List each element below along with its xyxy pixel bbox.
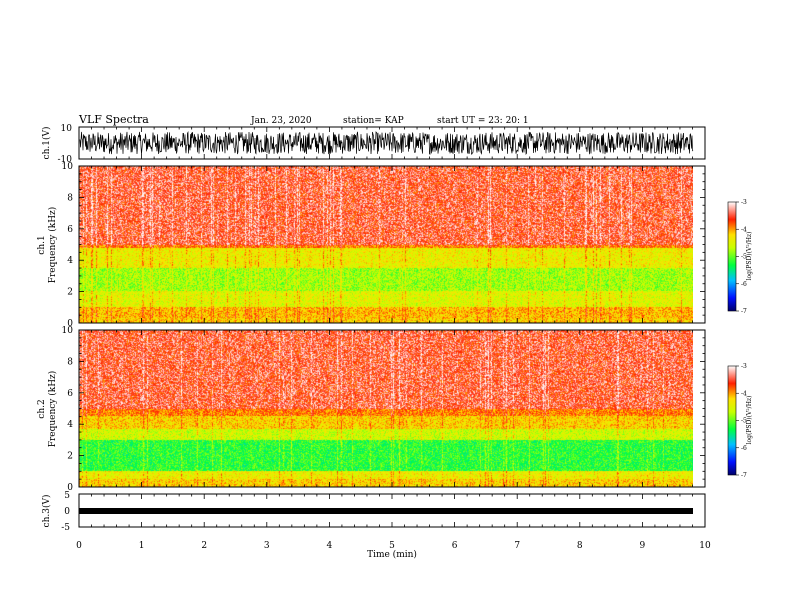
colorbar-tick-label: -5: [741, 418, 747, 425]
ch2-spectrogram-xticks: [78, 330, 706, 487]
colorbar-tick-label: -5: [741, 254, 747, 261]
x-tick-label: 5: [389, 541, 395, 551]
y-tick-label: 8: [67, 193, 73, 203]
ch1-waveform-xticks: [78, 127, 706, 159]
ch2-spectrogram-image: [79, 330, 693, 487]
station-label: station= KAP: [343, 116, 404, 126]
colorbar-tick-label: -6: [741, 445, 747, 452]
ch2-spectrogram-ylabel: Frequency (kHz): [47, 371, 58, 448]
date-label: Jan. 23, 2020: [250, 116, 312, 126]
y-tick-label: 2: [67, 288, 73, 298]
figure-title: VLF Spectra: [78, 113, 149, 126]
ch2-colorbar-gradient: [728, 366, 736, 475]
ch1-ytick-top: 10: [61, 124, 73, 134]
x-tick-label: 9: [640, 541, 646, 551]
ch1-spectrogram-image-wrap: [79, 166, 693, 323]
ch1-spectrogram-ylabel: Frequency (kHz): [47, 207, 58, 284]
ch2-colorbar-label: log(PSD)(V²/Hz): [746, 396, 753, 445]
y-tick-label: 6: [67, 389, 73, 399]
ch2-spectrogram-panel: 0 2 4 6 8 10 ch.2 Frequency (kHz) -3 -4 -5 -6 -7 …: [37, 326, 753, 493]
ch1-waveform-trace: [79, 131, 694, 155]
ch2-colorbar: -3 -4 -5 -6 -7 log(PSD)(V²/Hz): [727, 363, 753, 479]
ch1-colorbar-ticks: -3 -4 -5 -6 -7: [736, 199, 747, 315]
ch1-colorbar-label: log(PSD)(V²/Hz): [746, 232, 753, 281]
start-time-label: start UT = 23: 20: 1: [437, 116, 529, 126]
colorbar-tick-label: -6: [741, 281, 747, 288]
ch3-waveform-panel: 5 0 -5 ch.3(V) 0 1 2 3 4 5 6 7 8 9 10 Time (min): [41, 491, 711, 560]
y-tick-label: 8: [67, 357, 73, 367]
y-tick-label: 10: [62, 326, 74, 336]
ch1-waveform-panel: 10 -10 ch.1(V): [41, 124, 706, 165]
y-tick-label: 4: [67, 420, 73, 430]
ch3-waveform-xticks: [78, 494, 706, 527]
y-tick-label: 6: [67, 225, 73, 235]
time-axis-tick-labels: 0 1 2 3 4 5 6 7 8 9 10: [76, 541, 711, 551]
ch3-waveform-trace: [79, 508, 693, 514]
x-tick-label: 1: [139, 541, 145, 551]
colorbar-tick-label: -3: [741, 363, 747, 370]
ch1-spectrogram-yticks: 0 2 4 6 8 10: [62, 162, 705, 329]
colorbar-tick-label: -7: [741, 472, 747, 479]
y-tick-label: 4: [67, 256, 73, 266]
ch3-waveform-ylabel: ch.3(V): [41, 495, 52, 528]
x-tick-label: 0: [76, 541, 82, 551]
ch1-waveform-ylabel: ch.1(V): [41, 127, 52, 160]
x-tick-label: 2: [201, 541, 207, 551]
ch2-colorbar-ticks: -3 -4 -5 -6 -7: [736, 363, 747, 479]
ch3-ytick-top: 5: [64, 491, 70, 501]
ch1-ytick-bottom: -10: [58, 155, 73, 165]
ch2-spectrogram-image-wrap: [79, 330, 693, 487]
x-tick-label: 4: [327, 541, 333, 551]
ch1-waveform-line: [79, 131, 694, 155]
ch1-spectrogram-panel: 0 2 4 6 8 10 ch.1 Frequency (kHz) -3 -4 -5 -6 -7 …: [37, 162, 753, 329]
ch1-spectrogram-image: [79, 166, 693, 323]
ch1-colorbar: -3 -4 -5 -6 -7 log(PSD)(V²/Hz): [727, 199, 753, 315]
colorbar-tick-label: -3: [741, 199, 747, 206]
x-tick-label: 10: [699, 541, 711, 551]
colorbar-tick-label: -7: [741, 308, 747, 315]
colorbar-tick-label: -4: [741, 390, 747, 397]
y-tick-label: 10: [62, 162, 74, 172]
ch2-spectrogram-ylabel-channel: ch.2: [37, 399, 47, 418]
y-tick-label: 0: [67, 319, 73, 329]
y-tick-label: 2: [67, 452, 73, 462]
y-tick-label: 0: [67, 483, 73, 493]
colorbar-tick-label: -4: [741, 226, 747, 233]
ch3-ytick-mid: 0: [64, 507, 70, 517]
ch1-spectrogram-xticks: [78, 166, 706, 323]
x-tick-label: 8: [577, 541, 583, 551]
ch1-spectrogram-ylabel-channel: ch.1: [37, 235, 47, 254]
x-tick-label: 7: [514, 541, 520, 551]
x-tick-label: 6: [452, 541, 458, 551]
time-axis-label: Time (min): [367, 549, 417, 560]
x-tick-label: 3: [264, 541, 270, 551]
ch1-colorbar-gradient: [728, 202, 736, 311]
ch3-ytick-bottom: -5: [61, 523, 70, 533]
ch2-spectrogram-yticks: 0 2 4 6 8 10: [62, 326, 705, 493]
